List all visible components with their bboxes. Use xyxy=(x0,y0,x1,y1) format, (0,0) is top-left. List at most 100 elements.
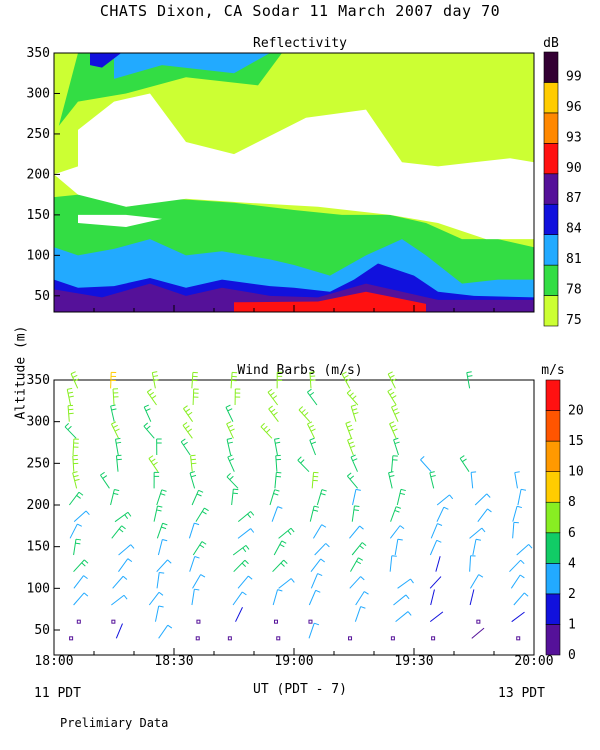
wind-barb xyxy=(389,555,393,572)
wind-barb xyxy=(420,459,432,473)
wind-barb xyxy=(349,525,361,539)
wind-barb-feather xyxy=(352,408,358,411)
wind-y-tick-label: 150 xyxy=(27,540,50,555)
wind-barb-feather xyxy=(114,488,120,492)
wind-barb-feather xyxy=(227,454,233,458)
reflectivity-colorbar-swatch xyxy=(543,234,559,266)
wind-barb-feather xyxy=(77,523,83,527)
wind-barb xyxy=(397,578,411,589)
wind-barb-feather xyxy=(194,588,200,591)
wind-barb-feather xyxy=(229,428,235,432)
wind-barb-feather xyxy=(185,425,190,430)
wind-barb xyxy=(278,578,292,589)
wind-barb xyxy=(114,511,129,523)
wind-barb xyxy=(192,574,202,589)
wind-barb-feather xyxy=(194,556,200,559)
wind-colorbar-swatch xyxy=(545,410,561,442)
wind-barb xyxy=(100,474,110,489)
wind-calm-marker xyxy=(111,619,116,624)
wind-barb xyxy=(158,624,169,639)
wind-barb xyxy=(350,456,358,472)
reflectivity-y-tick-label: 200 xyxy=(27,167,50,182)
wind-barb-feather xyxy=(313,505,320,508)
wind-barb-feather xyxy=(201,541,207,545)
wind-barb xyxy=(517,489,522,506)
wind-barb-feather xyxy=(360,576,365,581)
wind-barb-feather xyxy=(199,544,205,549)
wind-barb-feather xyxy=(300,459,305,464)
wind-barb-feather xyxy=(437,523,443,526)
wind-barb xyxy=(195,507,205,522)
wind-barb-feather xyxy=(459,455,465,459)
wind-barb-feather xyxy=(160,493,166,496)
wind-barb xyxy=(309,506,315,522)
wind-calm-marker xyxy=(227,636,232,641)
wind-barb xyxy=(64,426,77,439)
wind-barb-feather xyxy=(346,389,352,394)
wind-barb-feather xyxy=(67,391,74,394)
wind-barb-feather xyxy=(528,544,533,549)
wind-barb-feather xyxy=(167,624,173,629)
wind-barb-feather xyxy=(298,406,304,411)
wind-barb-feather xyxy=(130,544,135,549)
wind-barb-feather xyxy=(309,391,315,396)
wind-barb-feather xyxy=(347,424,353,428)
wind-barb-feather xyxy=(391,404,397,408)
wind-colorbar-swatch xyxy=(545,501,561,534)
wind-barb xyxy=(352,489,357,506)
wind-x-tick-label: 19:30 xyxy=(394,654,433,669)
wind-barb xyxy=(472,539,477,556)
wind-barb xyxy=(469,555,472,572)
wind-barb xyxy=(272,559,285,573)
wind-barb-feather xyxy=(196,493,202,497)
wind-barb-feather xyxy=(314,622,320,626)
wind-barb-feather xyxy=(274,489,280,492)
wind-barb-feather xyxy=(405,594,410,600)
wind-barb-feather xyxy=(226,437,233,440)
wind-barb xyxy=(469,527,483,539)
reflectivity-colorbar-label: 90 xyxy=(566,161,582,176)
wind-barb xyxy=(192,541,203,556)
wind-barb-feather xyxy=(227,408,233,412)
wind-barb xyxy=(157,539,163,556)
wind-barb-feather xyxy=(356,560,362,565)
wind-barb-feather xyxy=(325,543,330,548)
wind-barb-feather xyxy=(519,574,525,579)
wind-barb xyxy=(237,528,251,539)
wind-barb-feather xyxy=(151,395,157,399)
wind-barb xyxy=(180,441,191,456)
wind-barbs-group xyxy=(64,371,533,641)
wind-barb-feather xyxy=(148,455,154,459)
wind-barb-feather xyxy=(113,424,118,429)
wind-barb-feather xyxy=(394,411,400,415)
wind-barb-feather xyxy=(364,591,369,595)
wind-barb-feather xyxy=(272,395,278,400)
wind-barb xyxy=(430,523,438,539)
wind-barb-feather xyxy=(348,428,354,432)
wind-barb-feather xyxy=(274,437,280,440)
wind-barb xyxy=(516,544,530,556)
wind-barb xyxy=(471,627,485,639)
wind-barb xyxy=(429,472,435,489)
wind-barb xyxy=(466,372,471,389)
wind-barb-feather xyxy=(520,488,527,491)
wind-barb-feather xyxy=(394,441,400,445)
wind-barb xyxy=(233,559,246,573)
wind-barb xyxy=(153,505,158,522)
wind-barb xyxy=(355,591,365,606)
wind-barb-feather xyxy=(145,408,151,412)
wind-barb xyxy=(390,506,397,522)
wind-barb xyxy=(110,405,115,422)
wind-barb-feather xyxy=(520,559,525,565)
wind-x-tick-label: 18:30 xyxy=(154,654,193,669)
reflectivity-colorbar-swatch xyxy=(543,264,559,296)
wind-barb-feather xyxy=(359,545,364,550)
wind-barb xyxy=(110,489,115,506)
wind-barb-feather xyxy=(466,371,472,374)
wind-barb-feather xyxy=(110,404,116,407)
wind-barb xyxy=(511,611,525,623)
wind-barb xyxy=(297,459,310,473)
wind-barb-feather xyxy=(355,488,361,491)
wind-barb xyxy=(226,476,239,489)
